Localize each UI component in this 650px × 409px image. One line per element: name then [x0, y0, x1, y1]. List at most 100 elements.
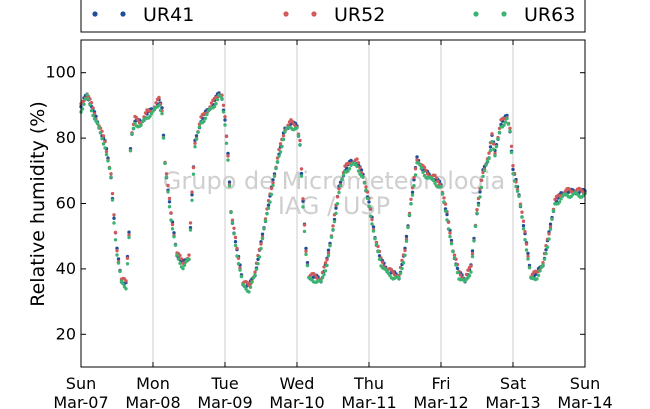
- data-point: [475, 208, 479, 212]
- data-point: [466, 268, 470, 272]
- data-point: [101, 142, 106, 146]
- data-point: [448, 234, 452, 239]
- data-point: [320, 276, 325, 280]
- data-point: [502, 123, 506, 127]
- data-point: [362, 181, 367, 185]
- legend: UR41 UR52 UR63: [80, 0, 586, 33]
- data-point: [247, 290, 251, 294]
- data-point: [80, 107, 85, 111]
- data-point: [409, 202, 413, 206]
- data-point: [358, 166, 362, 170]
- data-point: [475, 211, 479, 215]
- x-tick-label-day: Tue: [210, 374, 238, 393]
- data-point: [380, 260, 385, 264]
- data-point: [404, 239, 409, 243]
- data-point: [175, 253, 179, 257]
- data-point: [458, 273, 463, 277]
- data-point: [223, 123, 227, 127]
- data-point: [542, 257, 547, 261]
- data-point: [538, 269, 542, 273]
- y-axis-label: Relative humidity (%): [27, 101, 49, 306]
- data-point: [253, 273, 257, 277]
- data-point: [274, 166, 278, 170]
- data-point: [443, 209, 448, 213]
- data-point: [191, 165, 196, 170]
- data-point: [547, 237, 551, 241]
- data-point: [482, 168, 487, 173]
- data-point: [374, 242, 379, 247]
- data-point: [196, 130, 200, 134]
- data-point: [299, 174, 304, 178]
- data-point: [167, 205, 172, 209]
- data-point: [445, 218, 449, 222]
- data-point: [242, 284, 247, 288]
- data-point: [364, 185, 368, 189]
- data-point: [187, 253, 191, 257]
- data-point: [403, 248, 407, 253]
- data-point: [520, 215, 524, 219]
- data-point: [169, 218, 173, 222]
- data-point: [139, 123, 143, 127]
- data-point: [541, 263, 545, 267]
- data-point: [253, 270, 257, 274]
- legend-label: UR41: [143, 4, 194, 26]
- data-point: [452, 256, 457, 260]
- data-point: [110, 191, 115, 196]
- data-point: [167, 200, 172, 204]
- data-point: [113, 230, 118, 235]
- data-point: [361, 175, 365, 179]
- data-point: [449, 238, 454, 243]
- data-point: [469, 270, 473, 274]
- data-point: [313, 273, 317, 277]
- data-point: [101, 134, 106, 138]
- data-point: [517, 194, 521, 198]
- data-point: [442, 200, 446, 204]
- data-point: [431, 178, 436, 183]
- data-point: [119, 279, 124, 283]
- data-point: [472, 239, 476, 243]
- data-point: [269, 192, 274, 197]
- data-point: [94, 114, 98, 119]
- x-tick-label-date: Mar-12: [413, 393, 468, 409]
- data-point: [127, 230, 131, 234]
- data-point: [259, 246, 263, 251]
- y-axis: 20 40 60 80 100: [45, 63, 585, 343]
- data-point: [370, 217, 374, 222]
- data-point: [164, 172, 169, 176]
- data-point: [112, 221, 116, 225]
- data-point: [508, 126, 512, 130]
- data-point: [305, 263, 310, 268]
- data-point: [262, 227, 266, 231]
- data-point: [301, 205, 305, 209]
- data-point: [523, 238, 527, 242]
- data-point: [115, 249, 119, 253]
- data-point: [512, 179, 517, 183]
- data-point: [301, 199, 305, 203]
- data-point: [514, 184, 518, 189]
- data-point: [304, 252, 308, 257]
- legend-marker: [311, 11, 317, 17]
- data-point: [302, 229, 307, 234]
- y-tick-label: 80: [56, 128, 76, 147]
- data-point: [526, 254, 530, 258]
- data-point: [265, 212, 269, 216]
- data-point: [524, 248, 529, 252]
- data-point: [157, 95, 161, 100]
- data-point: [109, 175, 113, 179]
- data-point: [544, 248, 548, 252]
- data-point: [157, 103, 161, 108]
- watermark-line-1: Grupo de Micrometeorologia: [163, 167, 505, 195]
- data-point: [115, 246, 119, 250]
- data-point: [106, 159, 110, 163]
- data-point: [455, 266, 460, 271]
- data-point: [418, 163, 422, 167]
- data-point: [275, 160, 280, 164]
- data-point: [230, 220, 235, 225]
- data-point: [278, 142, 283, 146]
- data-point: [104, 149, 109, 154]
- data-point: [233, 240, 238, 244]
- data-point: [326, 253, 331, 258]
- data-point: [191, 172, 196, 176]
- data-point: [281, 134, 286, 138]
- data-point: [130, 132, 134, 136]
